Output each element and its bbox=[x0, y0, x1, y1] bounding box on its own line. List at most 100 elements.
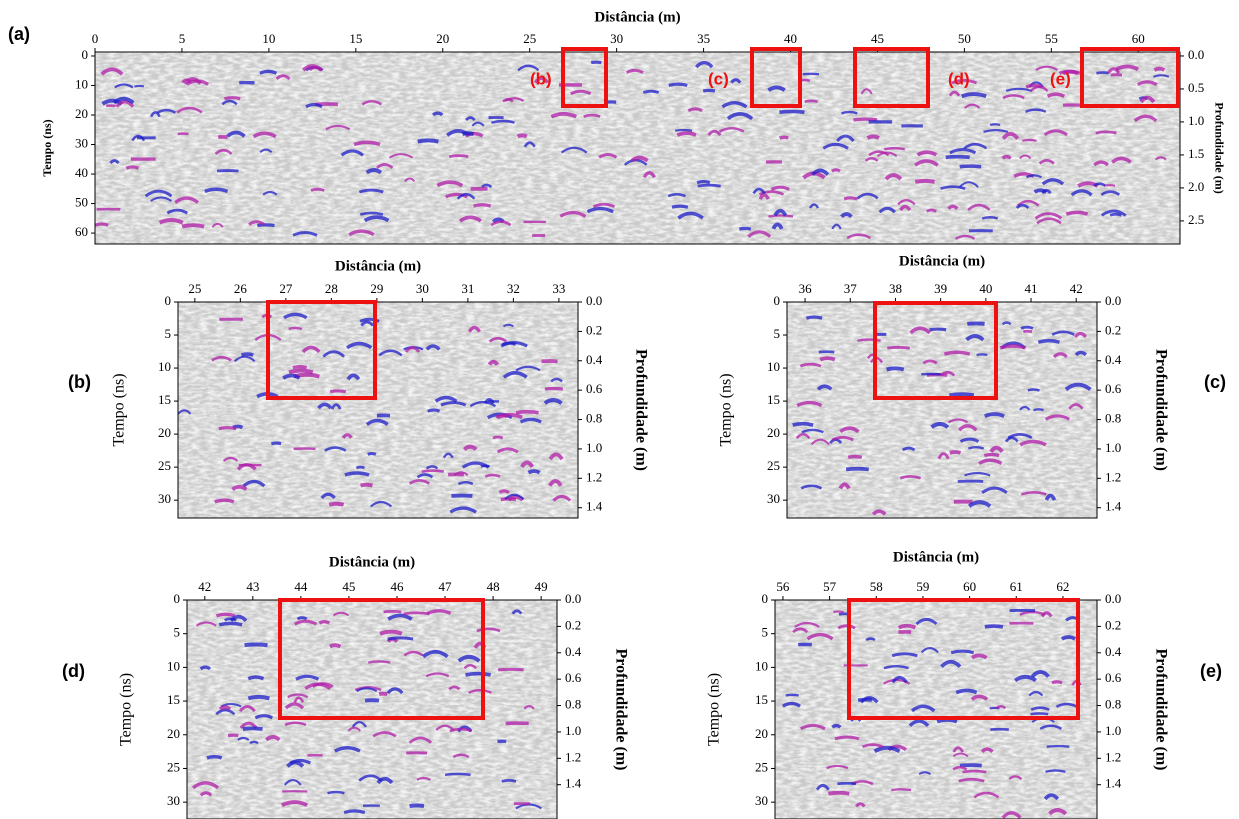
reflection bbox=[249, 740, 259, 745]
reflection bbox=[981, 216, 999, 220]
reflection bbox=[871, 509, 887, 516]
reflection bbox=[325, 124, 351, 131]
reflection bbox=[215, 612, 236, 618]
reflection bbox=[984, 624, 1004, 629]
y-tick-label: 20 bbox=[767, 425, 780, 440]
reflection bbox=[839, 426, 860, 434]
reflection bbox=[363, 215, 390, 223]
reflection bbox=[796, 400, 823, 408]
reflection bbox=[100, 67, 124, 76]
reflection bbox=[259, 69, 278, 75]
reflection bbox=[865, 637, 876, 642]
y-tick-label: 30 bbox=[167, 793, 180, 808]
reflection bbox=[983, 129, 1009, 133]
reflection bbox=[181, 223, 205, 229]
reflection bbox=[1051, 680, 1063, 685]
reflection bbox=[721, 101, 748, 109]
reflection bbox=[425, 672, 450, 678]
reflection bbox=[114, 83, 134, 89]
reflection bbox=[583, 113, 601, 118]
reflection bbox=[237, 736, 250, 741]
reflection bbox=[449, 506, 477, 514]
reflection bbox=[822, 142, 849, 150]
x-tick-label: 57 bbox=[823, 579, 837, 594]
x-tick-label: 25 bbox=[188, 281, 201, 296]
panel-label: (d) bbox=[62, 661, 85, 681]
reflection bbox=[359, 211, 384, 216]
reflection bbox=[166, 208, 189, 215]
reflection bbox=[1041, 189, 1052, 195]
x-tick-label: 49 bbox=[535, 579, 548, 594]
y2-tick-label: 1.4 bbox=[586, 499, 603, 514]
reflection bbox=[496, 447, 519, 454]
x-tick-label: 62 bbox=[1056, 579, 1069, 594]
y-tick-label: 25 bbox=[767, 458, 780, 473]
reflection bbox=[317, 402, 333, 410]
reflection bbox=[495, 414, 508, 419]
reflection bbox=[861, 743, 884, 749]
reflection bbox=[831, 723, 842, 729]
reflection bbox=[1037, 338, 1060, 344]
reflection bbox=[963, 142, 988, 150]
x-tick-label: 38 bbox=[889, 281, 902, 296]
reflection bbox=[1002, 94, 1025, 100]
reflection bbox=[885, 366, 905, 372]
reflection bbox=[781, 701, 801, 708]
reflection bbox=[425, 465, 439, 470]
reflection bbox=[533, 76, 550, 84]
y2-tick-label: 0.2 bbox=[1105, 617, 1121, 632]
y-tick-label: 30 bbox=[767, 491, 780, 506]
reflection bbox=[158, 217, 184, 225]
reflection bbox=[519, 417, 542, 424]
reflection bbox=[1055, 702, 1078, 708]
reflection bbox=[668, 82, 688, 87]
y-tick-label: 30 bbox=[158, 491, 171, 506]
reflection bbox=[837, 781, 857, 786]
reflection bbox=[288, 326, 303, 330]
reflection bbox=[425, 344, 441, 351]
reflection bbox=[1015, 203, 1030, 210]
reflection bbox=[1044, 493, 1057, 501]
y-tick-label: 25 bbox=[755, 759, 768, 774]
box-label: (c) bbox=[708, 69, 729, 88]
reflection bbox=[845, 466, 869, 472]
reflection bbox=[792, 421, 814, 427]
reflection bbox=[914, 159, 939, 167]
reflection bbox=[548, 452, 564, 461]
reflection bbox=[383, 610, 402, 614]
reflection bbox=[283, 312, 308, 320]
reflection bbox=[795, 432, 811, 440]
reflection bbox=[981, 486, 1008, 494]
reflection bbox=[752, 187, 766, 195]
highlight-box bbox=[266, 300, 377, 400]
reflection bbox=[811, 168, 830, 176]
reflection bbox=[548, 479, 563, 487]
reflection bbox=[964, 471, 991, 477]
reflection bbox=[559, 210, 587, 218]
reflection bbox=[463, 664, 477, 670]
reflection bbox=[857, 338, 881, 342]
x-tick-label: 42 bbox=[198, 579, 211, 594]
x-tick-label: 59 bbox=[916, 579, 929, 594]
reflection bbox=[369, 500, 393, 508]
y-tick-label: 20 bbox=[755, 726, 768, 741]
y-tick-label: 15 bbox=[767, 392, 780, 407]
reflection bbox=[500, 341, 528, 348]
y-tick-label: 25 bbox=[158, 458, 171, 473]
reflection bbox=[1109, 212, 1122, 217]
x-tick-label: 60 bbox=[963, 579, 976, 594]
reflection bbox=[1028, 690, 1044, 697]
reflection bbox=[332, 611, 350, 617]
y2-tick-label: 2.5 bbox=[1188, 212, 1204, 227]
reflection bbox=[426, 609, 452, 615]
reflection bbox=[930, 421, 950, 429]
reflection bbox=[897, 198, 916, 206]
reflection bbox=[550, 377, 563, 383]
reflection bbox=[901, 446, 916, 452]
reflection bbox=[738, 226, 752, 231]
y-tick-label: 0 bbox=[174, 591, 181, 606]
reflection bbox=[387, 613, 413, 621]
reflection bbox=[970, 653, 988, 660]
reflection bbox=[868, 150, 890, 157]
reflection bbox=[491, 119, 515, 124]
